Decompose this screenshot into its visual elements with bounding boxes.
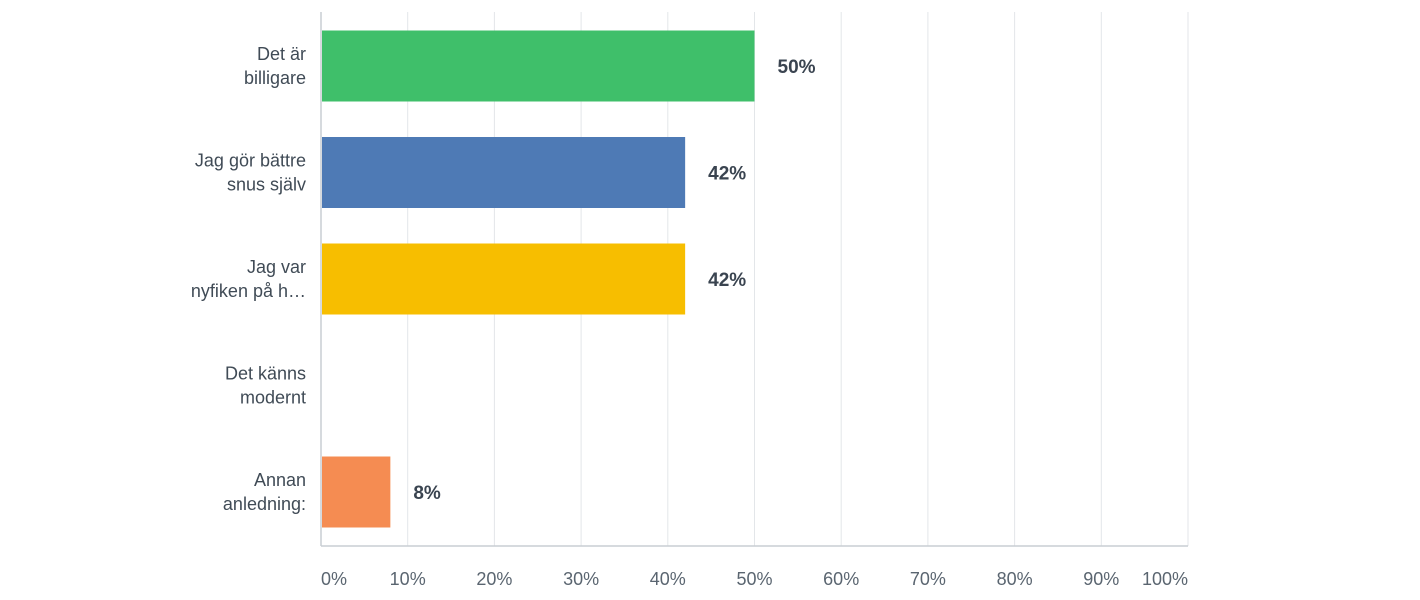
bar bbox=[322, 30, 755, 102]
x-tick-label: 40% bbox=[650, 569, 686, 589]
x-tick-label: 100% bbox=[1142, 569, 1188, 589]
value-label: 42% bbox=[708, 270, 746, 291]
x-tick-label: 20% bbox=[476, 569, 512, 589]
value-label: 50% bbox=[778, 57, 816, 78]
bar bbox=[322, 137, 686, 208]
category-label: Jag gör bättre snus själv bbox=[195, 151, 306, 195]
x-tick-label: 90% bbox=[1083, 569, 1119, 589]
x-tick-label: 50% bbox=[736, 569, 772, 589]
category-label: Det är billigare bbox=[244, 44, 306, 88]
labels: 0% 10% 20% 30% 40% 50% 60% 70% 80% 90% 100% Det är b… bbox=[191, 44, 1188, 589]
axes bbox=[320, 12, 1188, 547]
category-label: Annan anledning: bbox=[223, 470, 306, 514]
x-tick-label: 80% bbox=[997, 569, 1033, 589]
bars bbox=[322, 30, 755, 528]
category-label: Jag var nyfiken på h… bbox=[191, 257, 306, 301]
x-tick-label: 30% bbox=[563, 569, 599, 589]
x-tick-label: 0% bbox=[321, 569, 347, 589]
x-tick-label: 10% bbox=[390, 569, 426, 589]
value-label: 42% bbox=[708, 164, 746, 185]
category-label: Det känns modernt bbox=[225, 364, 306, 408]
x-tick-label: 60% bbox=[823, 569, 859, 589]
x-tick-label: 70% bbox=[910, 569, 946, 589]
value-label: 8% bbox=[413, 483, 441, 504]
bar bbox=[322, 456, 391, 528]
bar bbox=[322, 243, 686, 315]
